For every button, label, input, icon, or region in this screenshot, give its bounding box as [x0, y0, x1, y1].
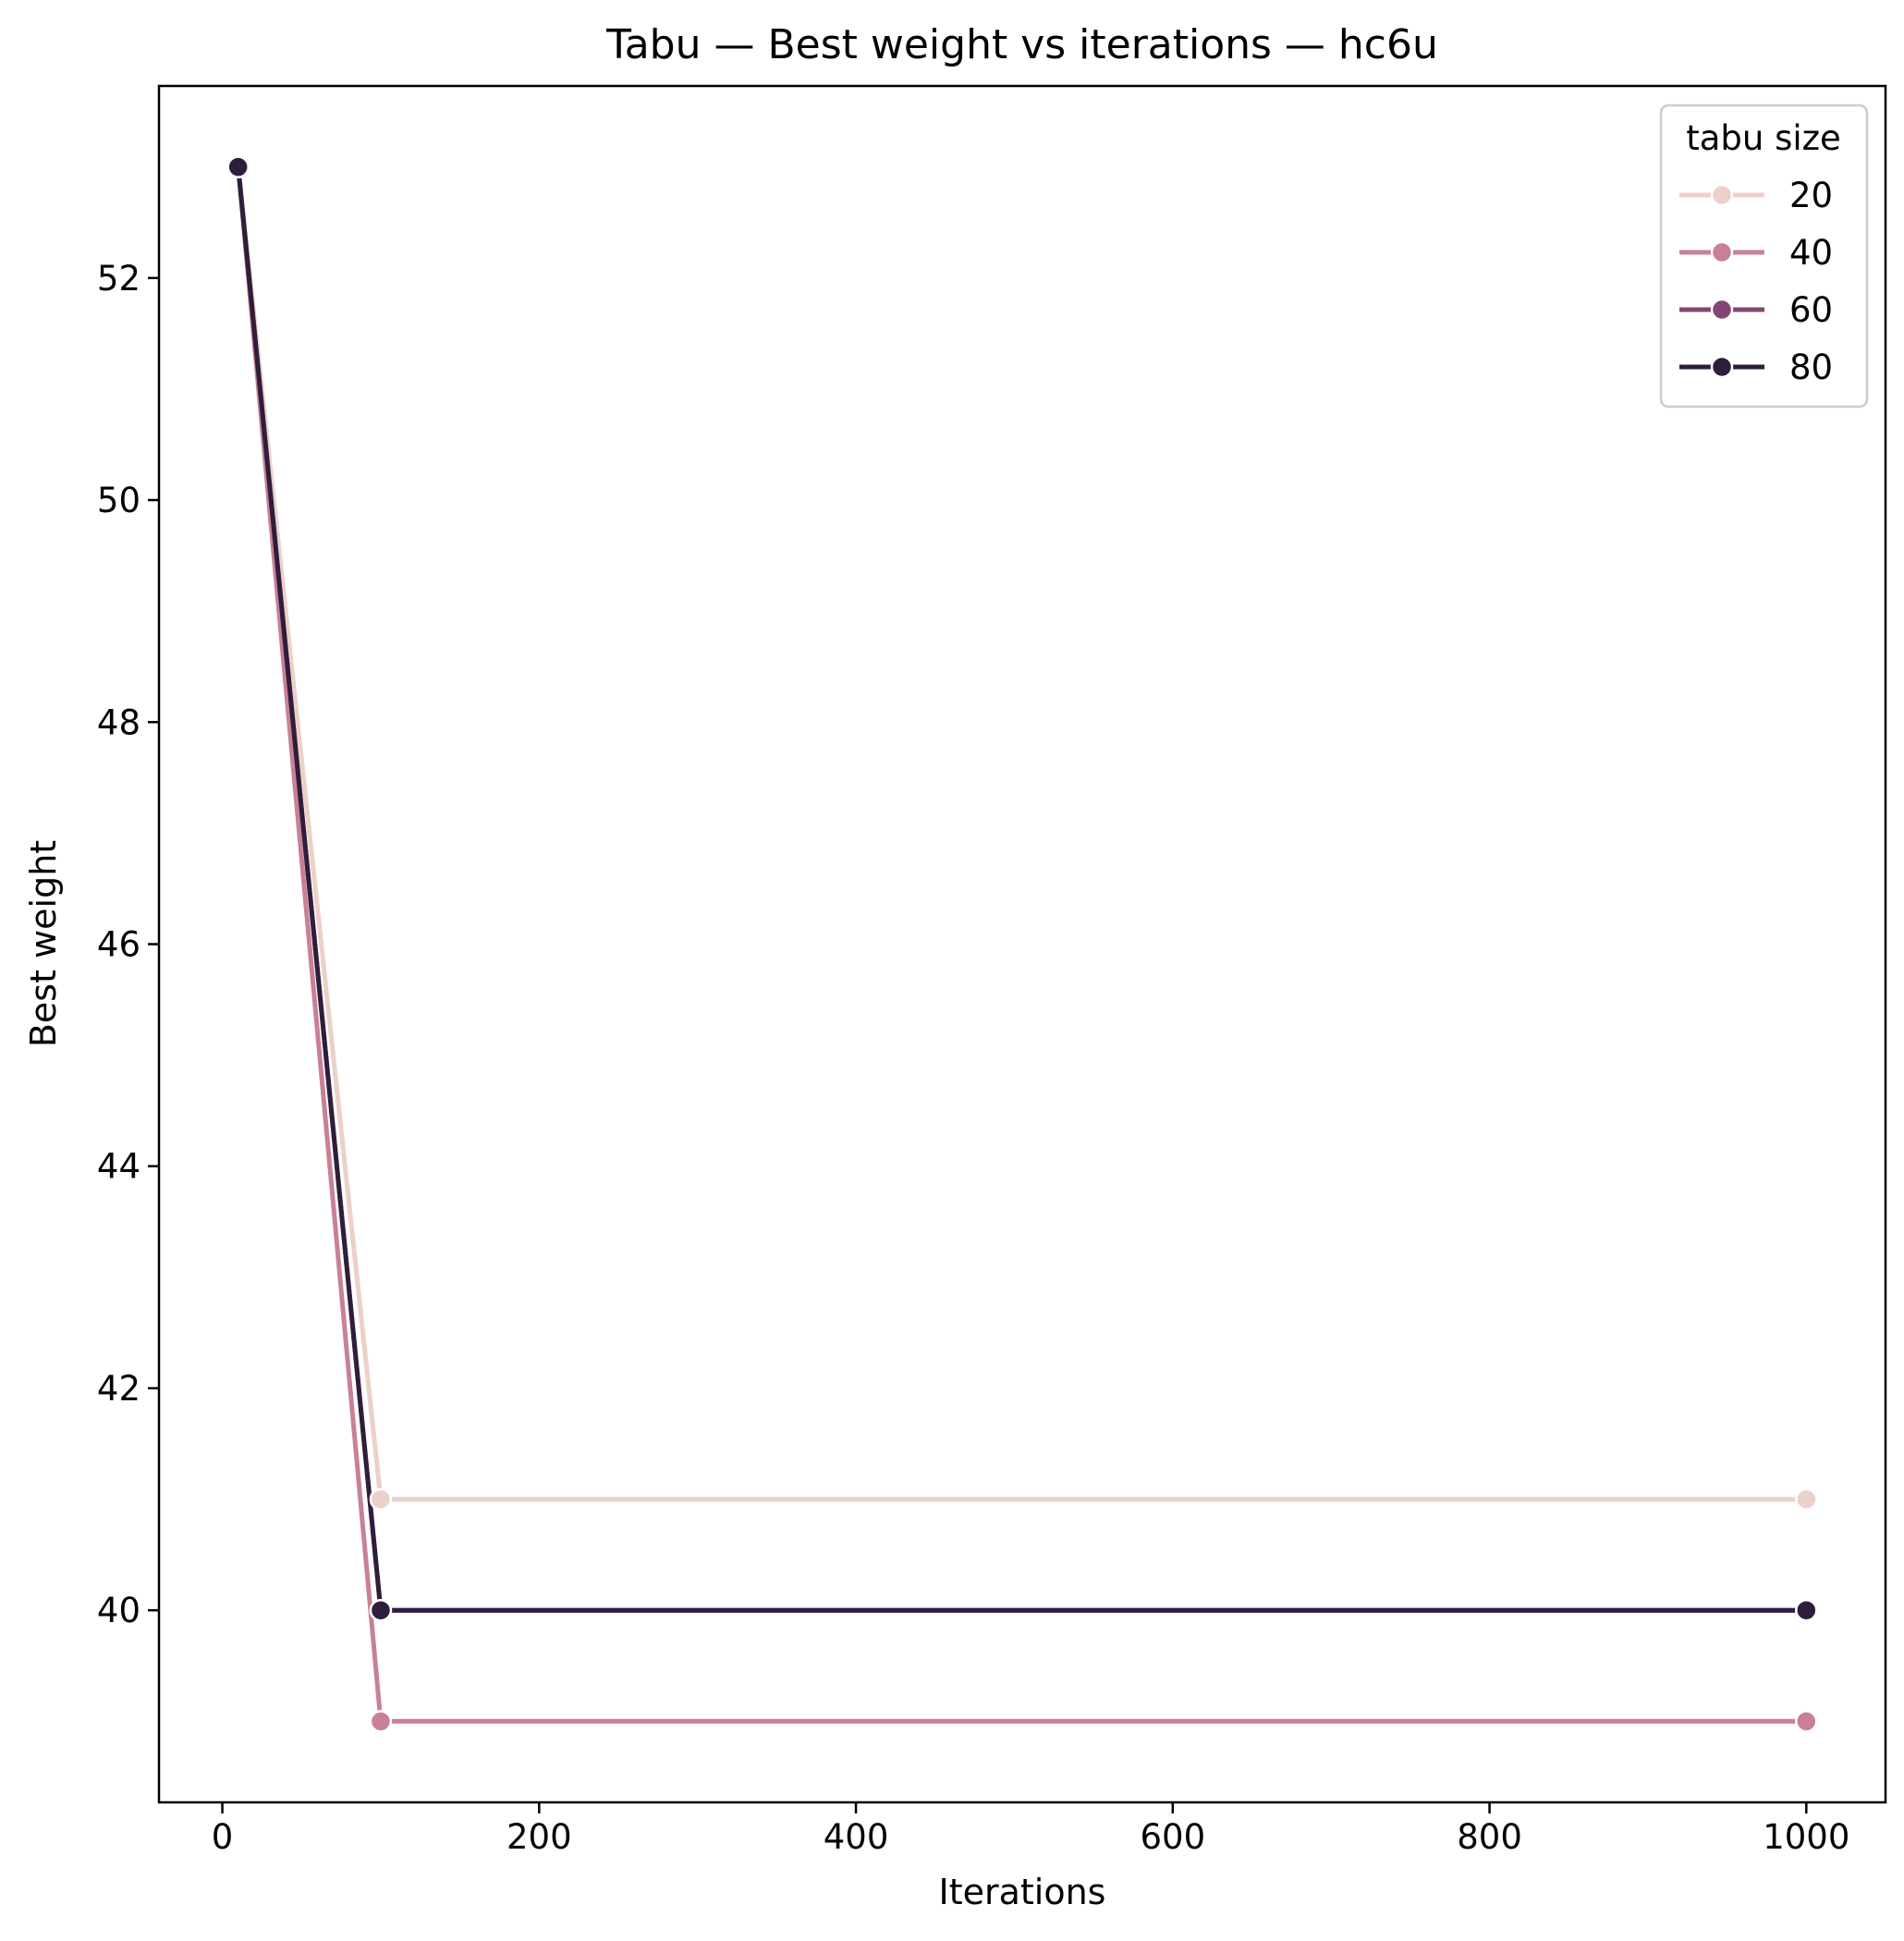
y-tick-label: 42: [97, 1369, 140, 1409]
data-point-40: [369, 1710, 393, 1733]
series-line-80: [236, 165, 1809, 1613]
data-point-40: [1795, 1710, 1818, 1733]
data-point-80: [1795, 1598, 1818, 1622]
data-point-80: [226, 155, 250, 178]
data-point-20: [369, 1487, 393, 1511]
x-tick-label: 200: [507, 1817, 572, 1857]
legend-label-40: 40: [1789, 233, 1833, 273]
legend-marker-40: [1710, 240, 1734, 264]
legend-label-80: 80: [1789, 348, 1833, 387]
y-tick-label: 46: [97, 925, 140, 965]
x-tick-label: 400: [824, 1817, 889, 1857]
legend-marker-20: [1710, 183, 1734, 207]
x-tick-label: 1000: [1763, 1817, 1849, 1857]
x-tick-label: 0: [212, 1817, 234, 1857]
y-axis-label: Best weight: [23, 840, 64, 1047]
x-axis: 0 200 400 600 800 1000: [212, 1802, 1849, 1857]
plot-area: [226, 155, 1818, 1733]
legend-marker-60: [1710, 298, 1734, 322]
x-tick-label: 800: [1457, 1817, 1522, 1857]
data-point-20: [1795, 1487, 1818, 1511]
series-line-60: [236, 165, 1809, 1613]
data-point-80: [369, 1598, 393, 1622]
series-line-20: [236, 165, 1809, 1502]
legend-marker-80: [1710, 355, 1734, 379]
y-axis: 40 42 44 46 48 50 52: [97, 259, 159, 1630]
x-axis-label: Iterations: [939, 1872, 1106, 1912]
legend-entries: 20 40 60 80: [1679, 176, 1833, 387]
series-line-40: [236, 165, 1809, 1724]
y-tick-label: 48: [97, 702, 140, 742]
legend-label-20: 20: [1789, 176, 1833, 215]
y-tick-label: 40: [97, 1591, 140, 1630]
plot-frame: [157, 84, 1887, 1804]
y-tick-label: 50: [97, 481, 140, 520]
legend-box: [1659, 104, 1869, 409]
legend-label-60: 60: [1789, 290, 1833, 330]
y-tick-label: 44: [97, 1147, 140, 1187]
x-tick-label: 600: [1140, 1817, 1205, 1857]
chart-title: Tabu — Best weight vs iterations — hc6u: [605, 21, 1438, 68]
y-tick-label: 52: [97, 259, 140, 299]
legend: tabu size 20 40 60 80: [1659, 104, 1869, 409]
legend-title: tabu size: [1686, 118, 1841, 158]
